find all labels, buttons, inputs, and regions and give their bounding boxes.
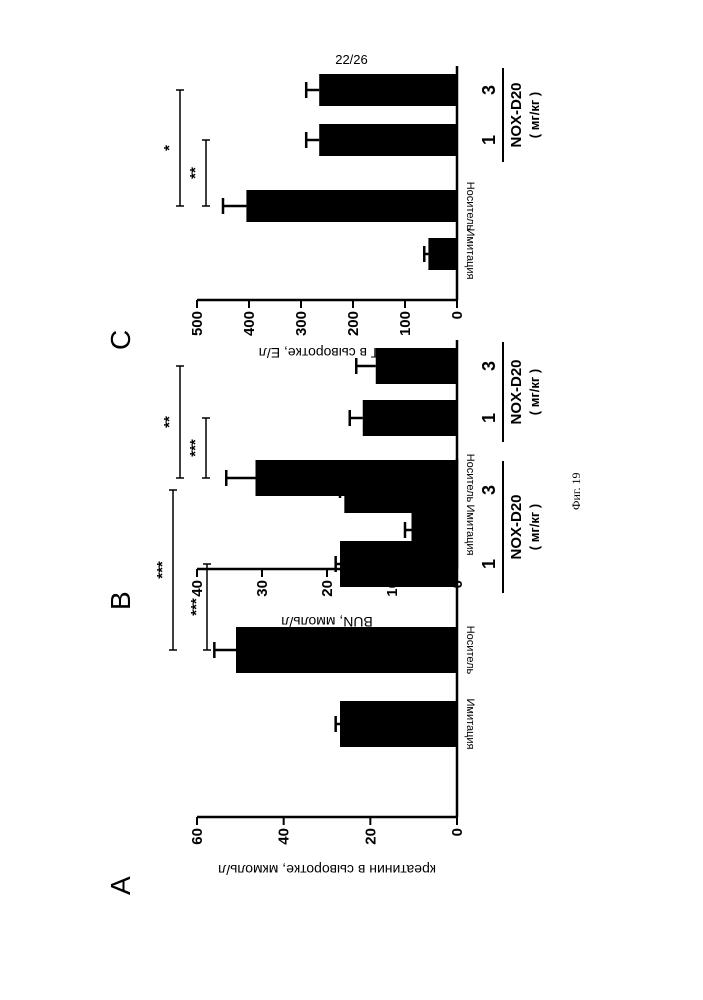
panel-letter: C	[105, 330, 136, 350]
category-label: 1	[479, 413, 499, 423]
category-label: 1	[479, 135, 499, 145]
category-label: Носитель	[464, 182, 476, 231]
significance-label: **	[161, 416, 178, 428]
y-tick-label: 20	[362, 828, 379, 845]
units-label: ( мг/кг )	[527, 369, 542, 415]
category-label: 3	[479, 361, 499, 371]
category-label: Носитель	[464, 454, 476, 503]
significance-label: ***	[154, 561, 171, 579]
panel-letter: B	[105, 591, 136, 610]
category-label: Имитация	[464, 504, 476, 555]
bar	[363, 400, 457, 436]
y-tick-label: 10	[384, 580, 401, 597]
significance-label: ***	[187, 439, 204, 457]
category-label: Носитель	[464, 626, 476, 675]
y-tick-label: 20	[319, 580, 336, 597]
units-label: ( мг/кг )	[527, 92, 542, 138]
y-tick-label: 60	[189, 828, 206, 845]
group-label: NOX-D20	[508, 494, 525, 559]
y-axis-title: креатинин в сыворотке, мкмоль/л	[218, 862, 436, 878]
bar	[428, 238, 457, 270]
group-label: NOX-D20	[508, 359, 525, 424]
y-tick-label: 0	[449, 828, 466, 836]
bar	[412, 512, 458, 548]
y-tick-label: 200	[345, 311, 362, 336]
y-axis-title: ALT в сыворотке, Е/л	[259, 345, 396, 361]
significance-label: ***	[188, 598, 205, 616]
y-tick-label: 40	[276, 828, 293, 845]
panel-c: C 0 100 200 300 400 500 ALT в сыворотке, Е/л Ими…	[105, 66, 542, 361]
y-tick-label: 100	[397, 311, 414, 336]
y-tick-label: 500	[189, 311, 206, 336]
panel-letter: A	[105, 876, 136, 895]
significance-label: *	[161, 145, 178, 151]
bar	[319, 74, 457, 106]
category-label: 3	[479, 85, 499, 95]
units-label: ( мг/кг )	[527, 504, 542, 550]
y-tick-label: 400	[241, 311, 258, 336]
y-tick-label: 40	[189, 580, 206, 597]
bar	[256, 460, 458, 496]
y-tick-label: 0	[449, 580, 466, 588]
y-axis-title: BUN, ммоль/л	[281, 614, 373, 630]
y-tick-label: 300	[293, 311, 310, 336]
category-label: Имитация	[464, 698, 476, 749]
figure-caption: Фиг. 19	[569, 473, 583, 510]
category-label: 3	[479, 485, 499, 495]
bar	[236, 627, 457, 673]
y-tick-label: 30	[254, 580, 271, 597]
significance-label: **	[187, 167, 204, 179]
bar	[319, 124, 457, 156]
category-label: 1	[479, 559, 499, 569]
bar	[340, 701, 457, 747]
bar	[246, 190, 457, 222]
panel-b: B 0 10 20 30 40 BUN, ммоль/л ИмитацияНоситель 1 3…	[105, 340, 542, 630]
group-label: NOX-D20	[508, 82, 525, 147]
category-label: Имитация	[464, 228, 476, 279]
y-tick-label: 0	[449, 311, 466, 319]
